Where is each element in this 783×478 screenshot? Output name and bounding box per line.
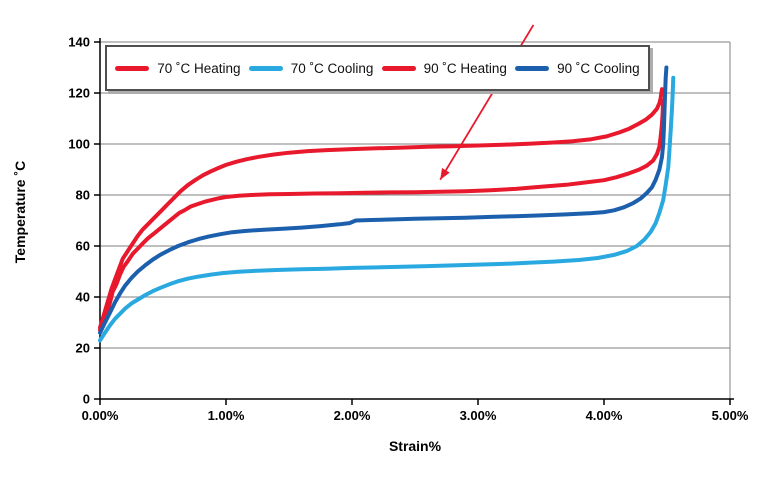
y-tick-label: 140 — [68, 35, 90, 50]
x-tick-label: 4.00% — [586, 408, 623, 423]
x-axis-title: Strain% — [388, 438, 442, 454]
x-tick-label: 5.00% — [712, 408, 749, 423]
y-tick-label: 60 — [76, 239, 90, 254]
legend-item: 90 ˚C Heating — [381, 60, 507, 76]
y-tick-label: 20 — [76, 341, 90, 356]
legend-label: 90 ˚C Cooling — [557, 60, 640, 76]
y-tick-label: 80 — [76, 188, 90, 203]
y-tick-label: 0 — [83, 392, 90, 407]
legend-label: 90 ˚C Heating — [423, 60, 507, 76]
legend-item: 90 ˚C Cooling — [515, 61, 640, 76]
legend-item: 70 ˚C Cooling — [248, 60, 374, 76]
x-tick-label: 3.00% — [460, 408, 497, 423]
legend-label: 70 ˚C Cooling — [290, 60, 374, 76]
x-tick-label: 0.00% — [82, 408, 119, 423]
legend-line-swatch — [248, 65, 283, 71]
chart-legend: 70 ˚C Heating 70 ˚C Cooling 90 ˚C Heating 9… — [105, 45, 650, 91]
y-axis-title: Temperature ˚C — [12, 160, 28, 264]
legend-line-swatch — [115, 65, 150, 71]
legend-line-swatch — [515, 65, 550, 71]
series-70-c-cooling — [98, 75, 676, 343]
y-tick-label: 100 — [68, 137, 90, 152]
y-tick-label: 40 — [76, 290, 90, 305]
series-70-c-heating — [98, 98, 666, 333]
y-tick-label: 120 — [68, 86, 90, 101]
x-tick-label: 2.00% — [334, 408, 371, 423]
annotation-arrow-head — [440, 167, 450, 180]
legend-label: 70 ˚C Heating — [157, 60, 241, 76]
legend-line-swatch — [381, 65, 416, 71]
series-90-c-heating — [98, 87, 664, 330]
legend-item: 70 ˚C Heating — [115, 60, 241, 76]
series-90-c-cooling — [98, 65, 669, 335]
x-tick-label: 1.00% — [208, 408, 245, 423]
